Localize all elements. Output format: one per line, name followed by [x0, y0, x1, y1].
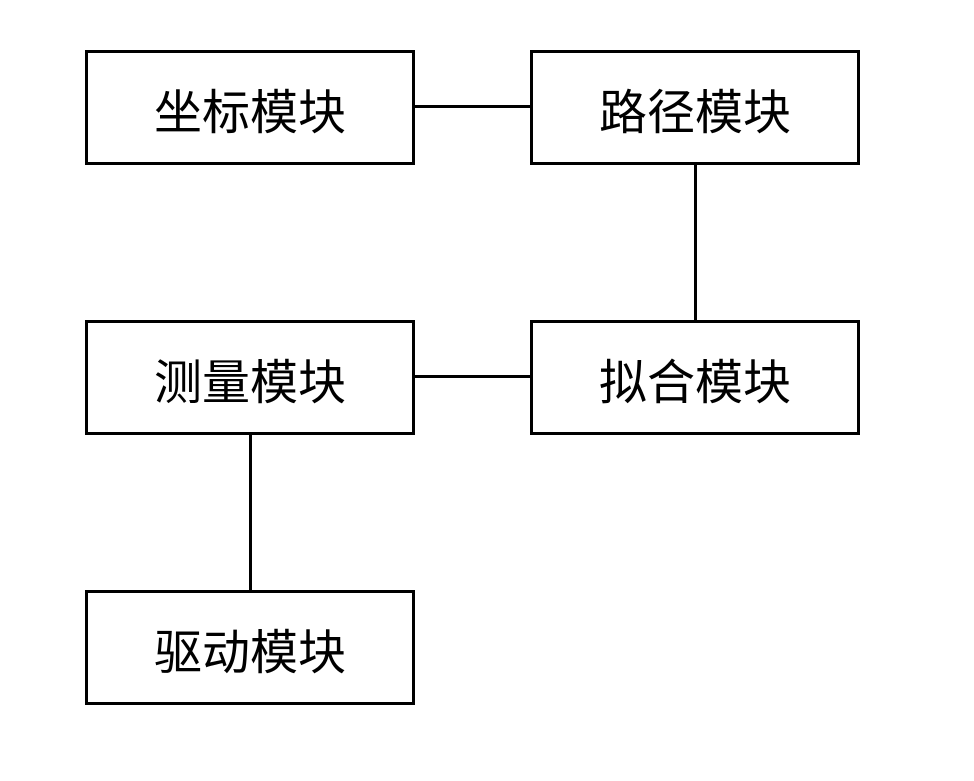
- node-label: 测量模块: [154, 343, 346, 413]
- node-label: 驱动模块: [154, 613, 346, 683]
- node-measure: 测量模块: [85, 320, 415, 435]
- edge-path-fit: [694, 165, 697, 320]
- diagram-canvas: 坐标模块 路径模块 测量模块 拟合模块 驱动模块: [0, 0, 974, 781]
- node-label: 拟合模块: [599, 343, 791, 413]
- edge-coordinate-path: [415, 105, 530, 108]
- node-path: 路径模块: [530, 50, 860, 165]
- edge-measure-drive: [249, 435, 252, 590]
- node-drive: 驱动模块: [85, 590, 415, 705]
- edge-fit-measure: [415, 375, 530, 378]
- node-label: 坐标模块: [154, 73, 346, 143]
- node-fit: 拟合模块: [530, 320, 860, 435]
- node-coordinate: 坐标模块: [85, 50, 415, 165]
- node-label: 路径模块: [599, 73, 791, 143]
